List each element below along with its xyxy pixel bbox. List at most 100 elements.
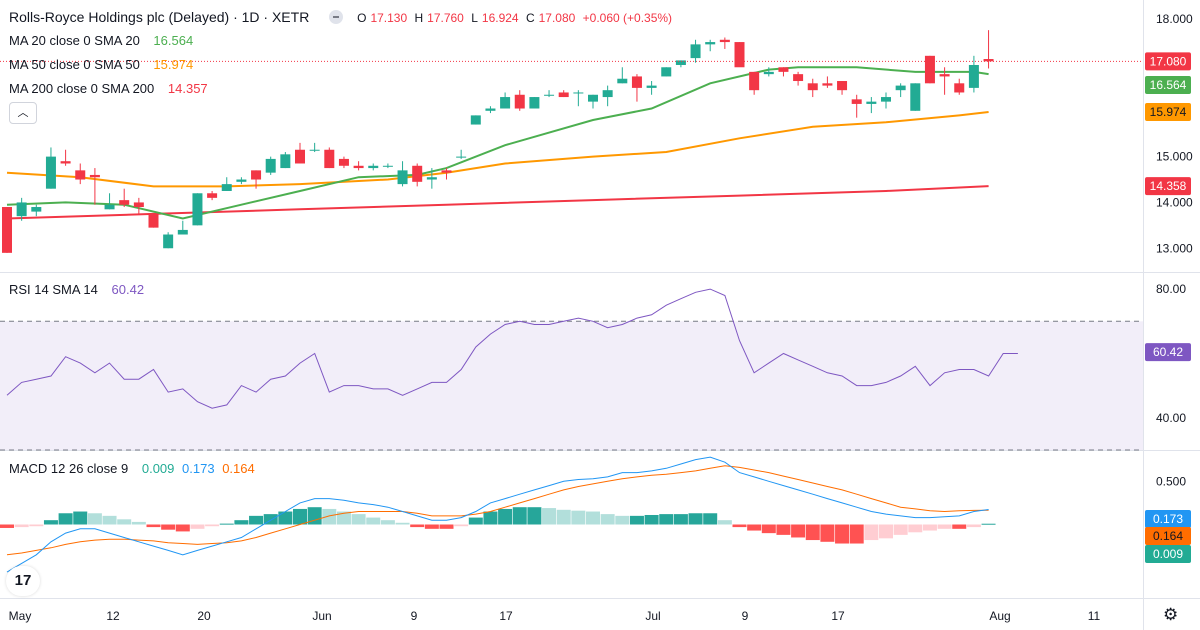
gear-icon[interactable]: ⚙ xyxy=(1163,605,1178,625)
chevron-up-icon: ︿ xyxy=(17,107,29,119)
candle xyxy=(544,90,555,98)
candle-body xyxy=(602,90,613,98)
candle-body xyxy=(397,170,408,185)
candle xyxy=(133,197,144,214)
macd-histogram-bar xyxy=(43,520,58,525)
high-value: 17.760 xyxy=(427,11,464,25)
candle-body xyxy=(675,60,686,65)
candle xyxy=(881,92,891,109)
candle xyxy=(89,168,100,205)
macd-signal-label: 0.164 xyxy=(1153,529,1183,543)
candle-body xyxy=(207,193,218,198)
ma50-value: 15.974 xyxy=(153,57,194,72)
ma200-legend[interactable]: MA 200 close 0 SMA 200 14.357 xyxy=(9,81,212,96)
rsi-line xyxy=(6,288,1018,409)
candle xyxy=(529,97,540,109)
candle xyxy=(397,161,408,187)
macd-histogram-bar xyxy=(981,523,996,525)
price-axis-tick: 13.000 xyxy=(1156,241,1193,255)
macd-histogram-bar xyxy=(293,508,307,525)
macd-hist-label-bg xyxy=(1145,545,1191,563)
macd-histogram-bar xyxy=(439,524,454,529)
rsi-legend[interactable]: RSI 14 SMA 14 60.42 xyxy=(9,282,148,297)
candle-body xyxy=(485,108,496,111)
candle-body xyxy=(851,99,862,104)
candle xyxy=(75,163,86,185)
candle xyxy=(148,213,159,228)
macd-histogram-bar xyxy=(351,514,366,525)
candle xyxy=(353,161,364,171)
candle xyxy=(778,67,789,77)
ma50-line xyxy=(6,111,989,188)
macd-line xyxy=(6,456,989,573)
symbol-title: Rolls-Royce Holdings plc (Delayed) · 1D … xyxy=(9,9,310,25)
macd-histogram-bar xyxy=(29,524,44,527)
macd-legend[interactable]: MACD 12 26 close 9 0.009 0.173 0.164 xyxy=(9,461,259,476)
candle-body xyxy=(16,202,27,217)
candle-body xyxy=(690,44,701,59)
macd-histogram-bar xyxy=(131,521,146,525)
candle-body xyxy=(177,229,188,235)
macd-histogram-bar xyxy=(937,524,952,529)
candle xyxy=(851,94,862,118)
candle-body xyxy=(529,97,540,109)
candle xyxy=(60,149,71,166)
candle xyxy=(236,177,247,185)
macd-histogram-bar xyxy=(703,513,718,525)
ma50-legend[interactable]: MA 50 close 0 SMA 50 15.974 xyxy=(9,57,197,72)
candle xyxy=(119,188,130,208)
candle xyxy=(207,190,218,201)
candle xyxy=(588,94,598,109)
macd-histogram-bar xyxy=(571,510,586,525)
time-axis-tick: 9 xyxy=(411,609,418,623)
macd-histogram-bar xyxy=(146,524,161,528)
tradingview-logo-icon[interactable]: 17 xyxy=(6,566,40,596)
macd-histogram-bar xyxy=(175,524,190,532)
ma50-price-label-bg xyxy=(1145,102,1191,121)
time-axis-tick: 11 xyxy=(1088,609,1101,623)
candle-body xyxy=(148,213,159,228)
candle xyxy=(280,152,291,169)
macd-histogram-bar xyxy=(805,524,820,541)
macd-histogram-bar xyxy=(732,524,747,528)
collapse-legend-button[interactable]: ︿ xyxy=(9,102,37,124)
macd-signal-label-bg xyxy=(1145,527,1191,545)
candle-body xyxy=(338,158,349,166)
ma200-price-label: 14.358 xyxy=(1150,179,1187,193)
candle xyxy=(631,74,642,102)
candle xyxy=(251,170,262,189)
macd-histogram-bar xyxy=(14,524,29,528)
candle-body xyxy=(236,179,247,182)
macd-histogram-bar xyxy=(102,515,117,525)
ma20-line xyxy=(6,66,989,220)
candle-body xyxy=(163,234,174,249)
open-label: O xyxy=(357,11,367,25)
candle xyxy=(45,147,56,189)
candle-body xyxy=(983,59,994,62)
candle-body xyxy=(807,83,818,91)
macd-histogram-bar xyxy=(307,507,322,525)
candle-body xyxy=(910,83,921,111)
candle xyxy=(924,55,935,84)
candle xyxy=(441,168,452,180)
candle-body xyxy=(60,161,71,164)
candle xyxy=(470,115,481,125)
minimize-icon[interactable] xyxy=(329,10,344,24)
candle xyxy=(309,142,320,153)
time-axis-tick: May xyxy=(9,609,32,623)
candle-body xyxy=(368,165,379,169)
macd-histogram-bar xyxy=(527,507,542,525)
candle-body xyxy=(837,81,848,91)
candle xyxy=(661,67,672,77)
candle-body xyxy=(924,55,935,84)
ma20-legend[interactable]: MA 20 close 0 SMA 20 16.564 xyxy=(9,33,197,48)
candle-body xyxy=(661,67,672,77)
candle xyxy=(602,85,613,107)
candle-body xyxy=(75,170,86,180)
time-axis-tick: Jun xyxy=(312,609,331,623)
candle xyxy=(163,232,174,249)
macd-histogram-bar xyxy=(542,508,557,525)
macd-histogram-bar xyxy=(395,522,410,525)
ohlc-readout: O 17.130 H 17.760 L 16.924 C 17.080 +0.060 (… xyxy=(357,11,676,25)
